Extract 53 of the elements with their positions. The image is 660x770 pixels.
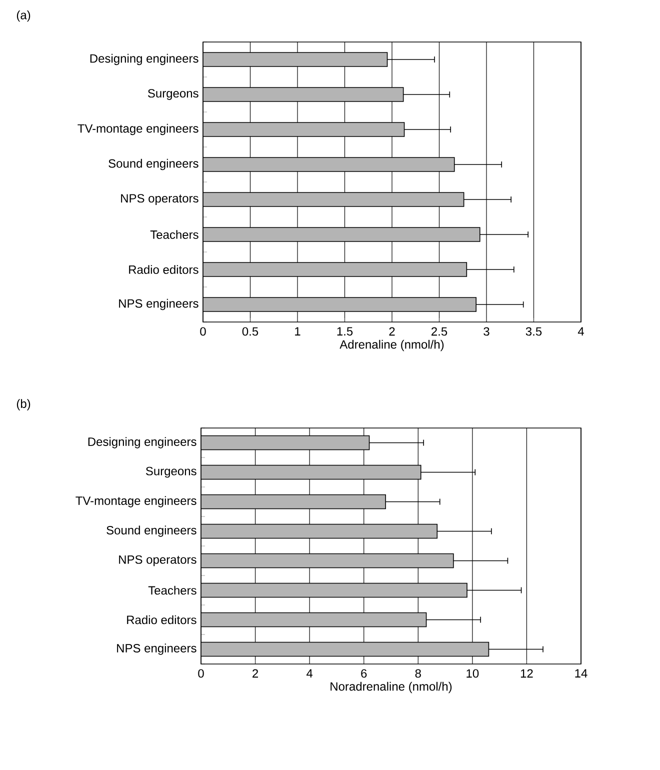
y-tick-label: Surgeons <box>148 89 198 100</box>
bar <box>200 435 370 450</box>
x-axis-title: Noradrenaline (nmol/h) <box>330 682 452 694</box>
bar <box>202 297 476 312</box>
y-tick-label: Designing engineers <box>90 54 198 66</box>
y-tick-label: NPS engineers <box>117 644 196 655</box>
bar <box>202 227 480 242</box>
x-tick-label: 4 <box>306 669 313 678</box>
y-tick-label: Surgeons <box>146 466 196 478</box>
x-tick-label: 3.5 <box>526 327 542 336</box>
x-tick-label: 2 <box>252 669 258 678</box>
bar <box>200 612 427 628</box>
bar <box>200 464 422 480</box>
y-tick-label: Sound engineers <box>108 158 198 170</box>
x-tick-label: 2 <box>389 327 395 336</box>
bar <box>200 642 490 657</box>
x-tick-label: 0.5 <box>242 327 258 336</box>
bar <box>202 122 405 137</box>
bar <box>202 157 455 172</box>
y-tick-label: TV-montage engineers <box>78 124 198 136</box>
y-tick-label: Teachers <box>150 230 198 239</box>
x-tick-label: 2.5 <box>432 327 448 336</box>
y-tick-label: Teachers <box>148 586 196 595</box>
y-tick-label: TV-montage engineers <box>76 496 196 508</box>
x-axis-title: Adrenaline (nmol/h) <box>340 340 444 352</box>
y-tick-label: Designing engineers <box>88 437 196 448</box>
x-tick-label: 0 <box>200 327 206 336</box>
y-tick-label: NPS engineers <box>119 298 198 310</box>
x-tick-label: 6 <box>361 669 367 678</box>
x-tick-label: 1.5 <box>337 327 353 336</box>
y-tick-label: Radio editors <box>127 615 196 624</box>
y-tick-label: NPS operators <box>121 194 198 205</box>
y-tick-label: NPS operators <box>119 555 196 566</box>
x-tick-label: 12 <box>520 669 533 678</box>
bar <box>200 524 438 539</box>
y-tick-label: Sound engineers <box>106 526 196 537</box>
bar <box>202 87 404 102</box>
text: (a) <box>16 10 30 22</box>
bar <box>200 553 454 568</box>
x-tick-label: 14 <box>575 669 588 678</box>
x-tick-label: 8 <box>415 669 421 678</box>
x-tick-label: 0 <box>198 669 204 678</box>
y-tick-label: Radio editors <box>129 265 198 274</box>
bar <box>200 494 386 510</box>
bar <box>200 582 468 598</box>
bar <box>202 52 388 67</box>
x-tick-label: 4 <box>578 327 584 336</box>
bar <box>202 192 464 207</box>
x-tick-label: 10 <box>466 669 479 678</box>
x-tick-label: 1 <box>295 327 300 336</box>
text: (b) <box>16 399 30 410</box>
x-tick-label: 3 <box>484 327 490 336</box>
bar <box>202 262 468 277</box>
